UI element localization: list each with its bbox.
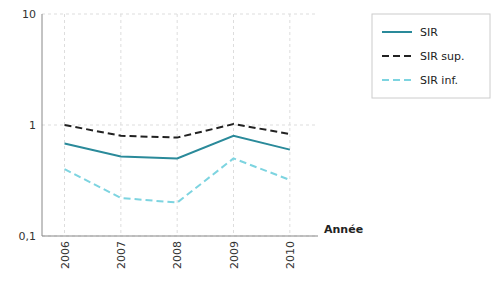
y-grid-line [42, 14, 318, 15]
y-tick-label: 10 [22, 8, 36, 21]
x-axis-label: Année [324, 223, 363, 236]
chart: 0,1 1 10 2006 2007 2008 2009 2010 Année SIR SIR su… [0, 0, 500, 289]
legend: SIR SIR sup. SIR inf. [372, 14, 490, 98]
legend-swatch [382, 31, 412, 33]
y-axis-line [42, 14, 43, 236]
x-tick-label: 2008 [171, 241, 184, 269]
series-line [65, 136, 290, 159]
x-tick-label: 2010 [284, 241, 297, 269]
y-grid-line [42, 236, 318, 237]
legend-label: SIR inf. [420, 74, 458, 87]
y-grid-line [42, 125, 318, 126]
series-lines [65, 124, 290, 203]
x-axis-line [42, 236, 318, 237]
y-tick-label: 0,1 [19, 230, 37, 243]
y-tick-label: 1 [29, 119, 36, 132]
legend-label: SIR sup. [420, 50, 465, 63]
series-line [65, 158, 290, 202]
axes: 0,1 1 10 2006 2007 2008 2009 2010 [19, 8, 319, 269]
x-tick-label: 2009 [228, 241, 241, 269]
x-grid-line [289, 14, 290, 236]
series-line [65, 124, 290, 138]
x-tick-label: 2007 [115, 241, 128, 269]
x-tick-label: 2006 [59, 241, 72, 269]
chart-container: 0,1 1 10 2006 2007 2008 2009 2010 Année SIR SIR su… [0, 0, 500, 289]
legend-frame [372, 14, 490, 98]
legend-label: SIR [420, 26, 438, 39]
x-grid-line [120, 14, 121, 236]
x-grid-line [177, 14, 178, 236]
legend-swatch [382, 79, 412, 81]
legend-swatch [382, 55, 412, 57]
grid [42, 14, 318, 236]
